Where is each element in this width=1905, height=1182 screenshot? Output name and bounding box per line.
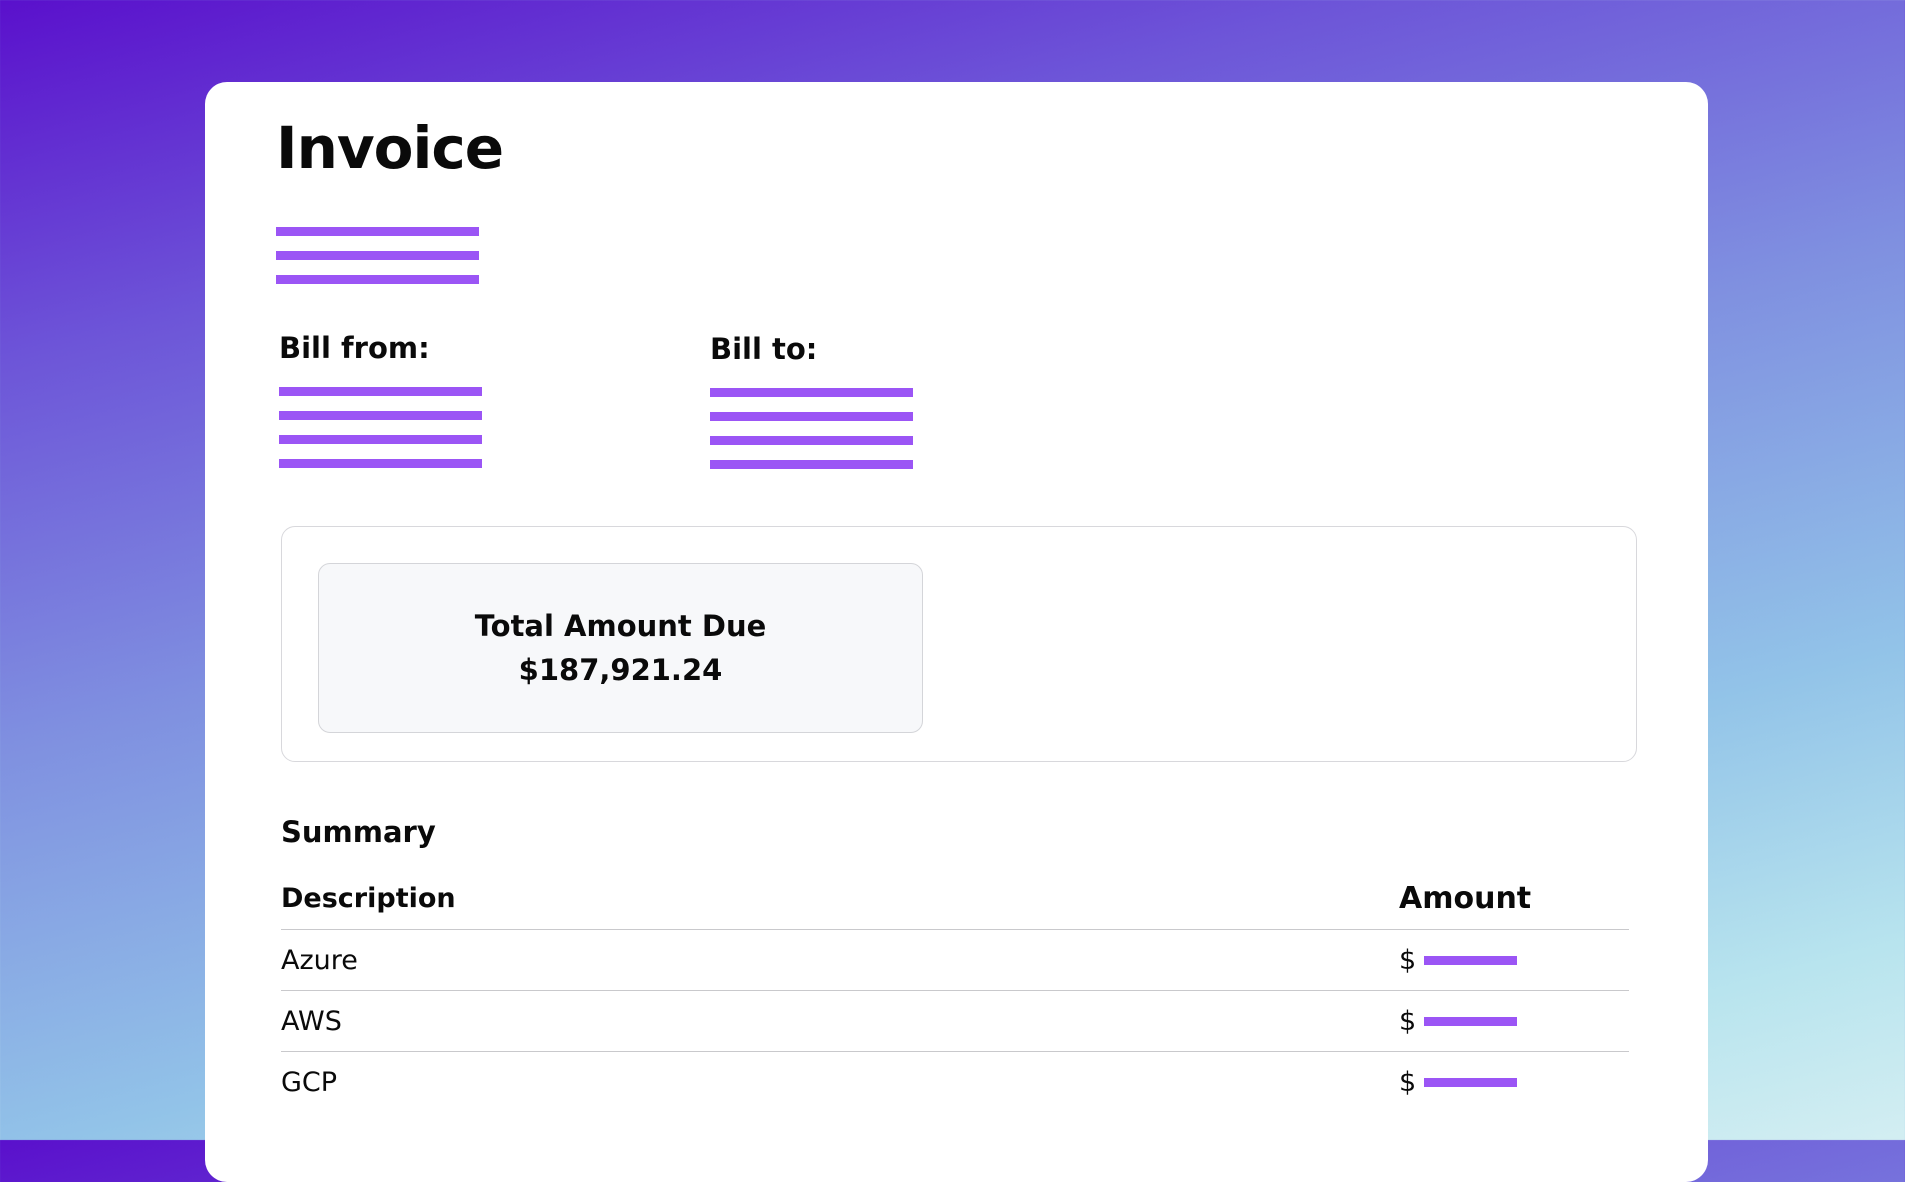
row-amount: $ <box>1399 1006 1629 1037</box>
table-header: Description Amount <box>281 868 1629 930</box>
row-amount: $ <box>1399 945 1629 976</box>
invoice-info-placeholder <box>276 227 479 299</box>
placeholder-line <box>279 459 482 468</box>
bill-from-placeholder <box>279 387 482 483</box>
totals-panel: Total Amount Due $187,921.24 <box>281 526 1637 762</box>
currency-symbol: $ <box>1399 944 1417 976</box>
placeholder-line <box>279 387 482 396</box>
table-row: Azure $ <box>281 930 1629 991</box>
row-description: Azure <box>281 944 358 976</box>
currency-symbol: $ <box>1399 1067 1417 1098</box>
total-due-value: $187,921.24 <box>518 653 723 687</box>
row-description: GCP <box>281 1067 338 1098</box>
table-row: AWS $ <box>281 991 1629 1052</box>
row-description: AWS <box>281 1005 342 1037</box>
summary-title: Summary <box>281 815 436 849</box>
placeholder-line <box>276 275 479 284</box>
placeholder-line <box>279 435 482 444</box>
bill-to-placeholder <box>710 388 913 484</box>
placeholder-line <box>710 436 913 445</box>
bill-from-label: Bill from: <box>279 331 430 365</box>
summary-table: Description Amount Azure $ AWS $ GCP $ <box>281 868 1629 1113</box>
description-header: Description <box>281 883 456 914</box>
row-amount: $ <box>1399 1067 1629 1098</box>
currency-symbol: $ <box>1399 1005 1417 1037</box>
amount-header: Amount <box>1399 881 1532 916</box>
placeholder-line <box>279 411 482 420</box>
amount-placeholder <box>1424 955 1518 965</box>
bill-to-label: Bill to: <box>710 332 818 366</box>
invoice-title: Invoice <box>276 114 504 182</box>
amount-placeholder <box>1424 1078 1518 1087</box>
placeholder-line <box>710 460 913 469</box>
placeholder-line <box>710 412 913 421</box>
table-row: GCP $ <box>281 1052 1629 1113</box>
amount-placeholder <box>1424 1016 1518 1026</box>
placeholder-line <box>710 388 913 397</box>
placeholder-line <box>276 227 479 236</box>
placeholder-line <box>276 251 479 260</box>
total-due-box: Total Amount Due $187,921.24 <box>318 563 923 733</box>
invoice-card: Invoice Bill from: Bill to: Total Amount… <box>205 82 1708 1182</box>
total-due-label: Total Amount Due <box>474 609 767 643</box>
